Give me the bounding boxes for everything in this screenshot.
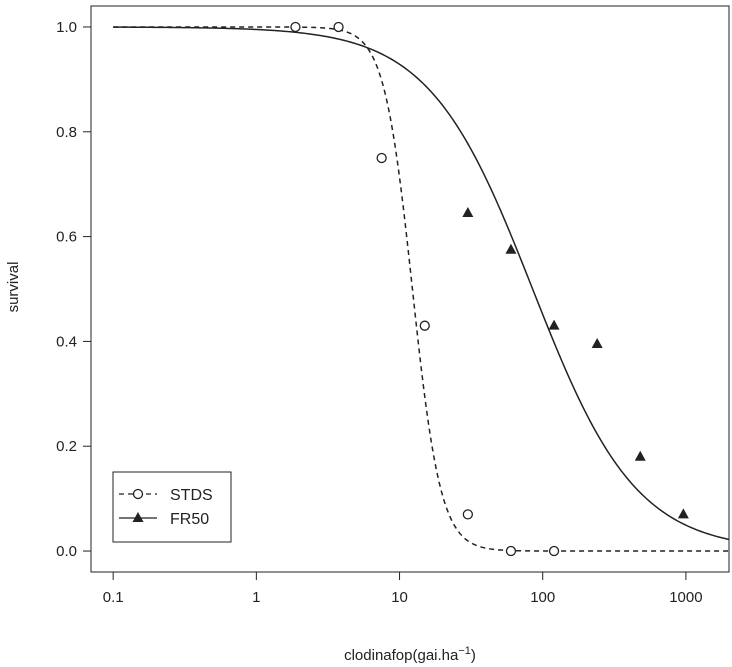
legend-fr50-marker <box>132 512 144 522</box>
x-tick-label: 1000 <box>669 589 702 606</box>
y-tick-label: 0.6 <box>56 229 77 246</box>
point-stds <box>333 21 344 33</box>
x-axis-label-superscript: −1 <box>458 645 471 657</box>
x-tick-label: 10 <box>391 589 408 606</box>
y-tick-label: 0.2 <box>56 438 77 455</box>
legend-fr50-label: FR50 <box>170 511 209 528</box>
x-axis-label-close: ) <box>471 647 476 664</box>
legend-stds-marker <box>132 488 144 500</box>
point-stds <box>290 21 301 33</box>
fit-curve-fr50 <box>113 26 730 541</box>
point-fr50 <box>548 319 560 330</box>
x-axis-label: clodinafop(gai.ha−1) <box>344 645 476 664</box>
legend-stds-label: STDS <box>170 487 213 504</box>
point-stds <box>376 152 387 164</box>
x-tick-label: 0.1 <box>103 589 124 606</box>
y-tick-label: 0.8 <box>56 124 77 141</box>
y-tick-label: 0.4 <box>56 333 77 350</box>
point-stds <box>548 545 560 557</box>
x-axis: 0.1 1 10 100 1000 <box>103 571 703 606</box>
point-stds <box>505 545 517 557</box>
y-axis-label: survival <box>5 262 22 313</box>
data-points <box>290 21 689 557</box>
point-fr50 <box>591 338 603 349</box>
y-tick-label: 0.0 <box>56 543 77 560</box>
y-tick-label: 1.0 <box>56 19 77 36</box>
legend: STDS FR50 <box>112 471 232 543</box>
point-fr50 <box>462 207 474 218</box>
point-fr50 <box>634 450 646 461</box>
legend-box <box>112 471 232 543</box>
point-fr50 <box>677 508 689 519</box>
point-fr50 <box>505 243 517 254</box>
point-stds <box>462 509 474 520</box>
fitted-curves <box>113 26 730 552</box>
x-tick-label: 1 <box>252 589 260 606</box>
x-axis-label-text: clodinafop(gai.ha <box>344 647 459 664</box>
x-tick-label: 100 <box>530 589 555 606</box>
point-stds <box>419 320 430 331</box>
y-axis: 0.0 0.2 0.4 0.6 0.8 1.0 <box>56 19 92 560</box>
fit-curve-stds <box>113 26 729 552</box>
